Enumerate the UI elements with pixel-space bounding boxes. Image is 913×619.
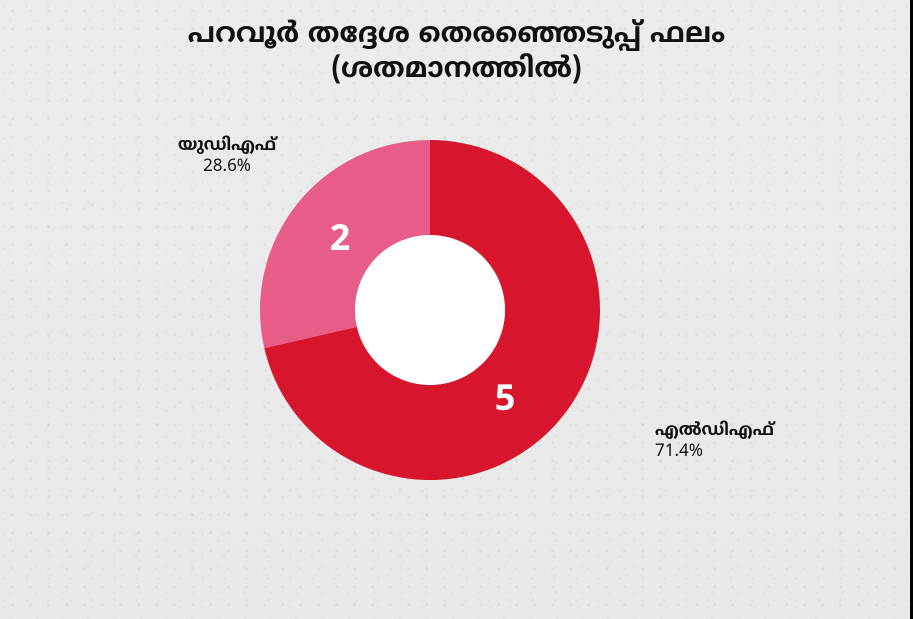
- donut-chart: 5 2 എൽഡിഎഫ്71.4% യുഡിഎഫ്28.6%: [0, 110, 913, 599]
- chart-title: പറവൂർ തദ്ദേശ തെരഞ്ഞെടുപ്പ് ഫലം (ശതമാനത്ത…: [0, 18, 913, 88]
- donut-hole: [355, 235, 505, 385]
- slice-label-text-ldf: എൽഡിഎഫ്: [655, 420, 776, 442]
- slice-label-udf: യുഡിഎഫ്28.6%: [178, 135, 278, 178]
- slice-value-udf: 2: [330, 219, 351, 264]
- slice-label-ldf: എൽഡിഎഫ്71.4%: [655, 420, 776, 463]
- donut-svg: 5 2 എൽഡിഎഫ്71.4% യുഡിഎഫ്28.6%: [0, 110, 913, 610]
- slice-percent-text-ldf: 71.4%: [655, 441, 703, 463]
- slice-percent-text-udf: 28.6%: [203, 156, 251, 178]
- slice-label-text-udf: യുഡിഎഫ്: [178, 135, 278, 157]
- title-line-1: പറവൂർ തദ്ദേശ തെരഞ്ഞെടുപ്പ് ഫലം: [0, 18, 913, 53]
- slice-value-ldf: 5: [495, 379, 516, 424]
- title-line-2: (ശതമാനത്തിൽ): [0, 53, 913, 88]
